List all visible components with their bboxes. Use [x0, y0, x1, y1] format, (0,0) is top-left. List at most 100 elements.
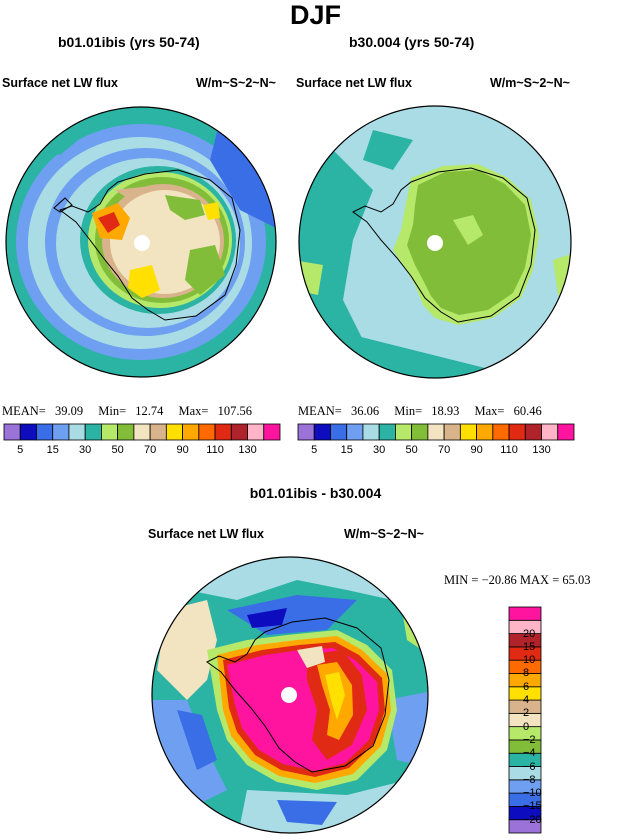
lightgreen-hole	[453, 215, 483, 245]
min-label: Min=	[98, 404, 127, 418]
panel2-stats: MEAN= 36.06 Min= 18.93 Max= 60.46	[298, 404, 542, 419]
colorbar-tick-label: 4	[523, 694, 530, 707]
colorbar-swatch	[101, 423, 119, 441]
colorbar-tick-label: −10	[523, 787, 542, 800]
panel2-map	[298, 105, 572, 379]
colorbar-tick-label: −4	[523, 747, 536, 760]
antarctica-coastline	[58, 169, 241, 321]
yellow-patch	[128, 265, 160, 298]
colorbar-tick-label: −6	[523, 760, 536, 773]
antarctica-coastline	[352, 167, 536, 323]
colorbar-tick-label: 15	[46, 444, 59, 456]
colorbar-swatch	[427, 423, 445, 441]
colorbar-swatch	[68, 423, 86, 441]
colorbar-tick-label: 70	[143, 444, 157, 456]
max-value: 60.46	[513, 404, 542, 418]
blue-speck	[533, 335, 563, 350]
darkblue-patch	[247, 608, 287, 628]
panel1-colorbar-ticks: 5 15 30 50 70 90 110 130	[4, 444, 280, 458]
colorbar-swatch	[36, 423, 54, 441]
colorbar-swatch	[330, 423, 348, 441]
yellow-interior	[325, 672, 345, 720]
colorbar-tick-label: −2	[523, 733, 536, 746]
colorbar-swatch	[411, 423, 429, 441]
colorbar-swatch	[230, 423, 248, 441]
colorbar-tick-label: 30	[79, 444, 92, 456]
colorbar-tick-label: 15	[340, 444, 353, 456]
diff-map	[151, 556, 429, 834]
colorbar-tick-label: 5	[17, 444, 24, 456]
colorbar-swatch	[492, 423, 510, 441]
green-patch-2	[185, 245, 225, 295]
colorbar-tick-label: 110	[500, 444, 518, 456]
panel2-colorbar-ticks: 5 15 30 50 70 90 110 130	[298, 444, 574, 458]
cream-interior	[297, 646, 325, 668]
colorbar-swatch	[263, 423, 281, 441]
blue-patch-east	[210, 120, 276, 230]
colorbar-tick-label: 20	[523, 627, 536, 640]
pole-marker	[134, 235, 150, 251]
colorbar-tick-label: 15	[523, 640, 536, 653]
colorbar-swatch	[214, 423, 232, 441]
colorbar-tick-label: 0	[523, 720, 530, 733]
map-border	[151, 556, 429, 834]
map-border	[5, 106, 277, 378]
colorbar-swatch	[133, 423, 151, 441]
colorbar-tick-label: 130	[532, 444, 551, 456]
diff-colorbar	[508, 606, 542, 834]
red-patch	[98, 212, 120, 233]
min-label: Min=	[394, 404, 423, 418]
colorbar-tick-label: −15	[523, 800, 542, 813]
colorbar-swatch	[117, 423, 135, 441]
diff-stats: MIN = −20.86 MAX = 65.03	[444, 573, 591, 587]
colorbar-swatch	[297, 423, 315, 441]
min-value: 12.74	[135, 404, 164, 418]
mean-value: 36.06	[350, 404, 380, 418]
colorbar-swatch	[395, 423, 413, 441]
max-label: Max=	[178, 404, 209, 418]
diff-panel-title: b01.01ibis - b30.004	[249, 485, 382, 501]
blue-patch-south	[277, 800, 337, 825]
colorbar-swatch	[84, 423, 102, 441]
max-label: Max=	[474, 404, 505, 418]
colorbar-swatch	[247, 423, 265, 441]
colorbar-swatch	[524, 423, 542, 441]
colorbar-swatch	[557, 423, 575, 441]
colorbar-swatch	[508, 606, 542, 621]
colorbar-swatch	[198, 423, 216, 441]
colorbar-tick-label: 5	[311, 444, 318, 456]
colorbar-swatch	[149, 423, 167, 441]
panel2-title: b30.004 (yrs 50-74)	[349, 34, 475, 50]
tan-patch	[115, 185, 160, 200]
colorbar-swatch	[19, 423, 37, 441]
mean-label: MEAN=	[2, 404, 46, 418]
colorbar-swatch	[182, 423, 200, 441]
colorbar-tick-label: 6	[523, 680, 530, 693]
colorbar-tick-label: 50	[111, 444, 124, 456]
panel2-colorbar	[297, 423, 575, 441]
colorbar-swatch	[313, 423, 331, 441]
panel1-variable: Surface net LW flux	[2, 76, 118, 90]
colorbar-swatch	[346, 423, 364, 441]
cream-patch-west	[157, 600, 217, 700]
diff-units: W/m~S~2~N~	[344, 527, 424, 541]
mean-label: MEAN=	[298, 404, 342, 418]
blue-patch-southwest-2	[177, 710, 217, 770]
panel1-title: b01.01ibis (yrs 50-74)	[58, 34, 200, 50]
panel1-map	[5, 106, 277, 378]
panel1-colorbar	[3, 423, 281, 441]
panel2-variable: Surface net LW flux	[296, 76, 412, 90]
colorbar-tick-label: 30	[373, 444, 386, 456]
panel1-units: W/m~S~2~N~	[196, 76, 276, 90]
colorbar-swatch	[378, 423, 396, 441]
colorbar-swatch	[508, 423, 526, 441]
colorbar-tick-label: 50	[405, 444, 418, 456]
antarctica-coastline	[206, 617, 390, 773]
colorbar-swatch	[459, 423, 477, 441]
colorbar-swatch	[362, 423, 380, 441]
colorbar-tick-label: 130	[238, 444, 257, 456]
panel1-stats: MEAN= 39.09 Min= 12.74 Max= 107.56	[2, 404, 252, 419]
colorbar-swatch	[3, 423, 21, 441]
diff-variable: Surface net LW flux	[148, 527, 264, 541]
colorbar-tick-label: 90	[176, 444, 189, 456]
